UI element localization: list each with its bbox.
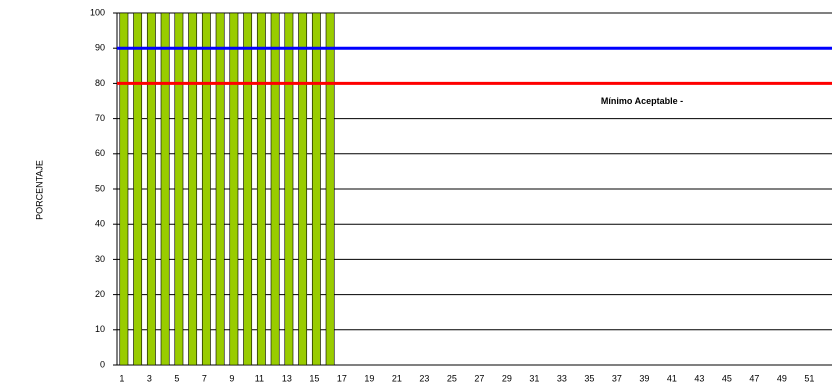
y-tick-label: 10: [95, 324, 105, 334]
bar: [256, 12, 266, 366]
x-tick-label: 33: [557, 373, 567, 383]
x-tick-label: 51: [804, 373, 814, 383]
y-tick-label: 80: [95, 78, 105, 88]
reference-label: Mínimo Aceptable -: [601, 96, 683, 106]
bar: [215, 12, 225, 366]
bar: [201, 12, 211, 366]
x-tick-label: 17: [337, 373, 347, 383]
x-tick-label: 43: [694, 373, 704, 383]
bar: [146, 12, 156, 366]
y-tick-label: 90: [95, 43, 105, 53]
bar: [325, 12, 335, 366]
y-tick-label: 0: [100, 359, 105, 369]
x-tick-label: 39: [639, 373, 649, 383]
x-tick-label: 27: [474, 373, 484, 383]
x-tick-label: 47: [749, 373, 759, 383]
x-tick-label: 1: [119, 373, 124, 383]
x-tick-label: 45: [722, 373, 732, 383]
x-tick-label: 19: [364, 373, 374, 383]
bar: [174, 12, 184, 366]
x-tick-label: 7: [202, 373, 207, 383]
y-tick-label: 20: [95, 289, 105, 299]
bar: [311, 12, 321, 366]
bar: [188, 12, 198, 366]
y-tick-label: 60: [95, 148, 105, 158]
x-tick-label: 11: [255, 373, 264, 383]
y-tick-label: 50: [95, 183, 105, 193]
y-tick-label: 30: [95, 254, 105, 264]
y-tick-label: 70: [95, 113, 105, 123]
bar: [298, 12, 308, 366]
x-tick-label: 9: [229, 373, 234, 383]
bar: [133, 12, 143, 366]
bar: [270, 12, 280, 366]
x-tick-label: 5: [174, 373, 179, 383]
bar: [229, 12, 239, 366]
x-tick-label: 21: [392, 373, 402, 383]
bar: [119, 12, 129, 366]
bar: [284, 12, 294, 366]
bar: [160, 12, 170, 366]
x-tick-label: 3: [147, 373, 152, 383]
x-tick-label: 37: [612, 373, 622, 383]
y-axis-label: PORCENTAJE: [34, 160, 44, 220]
bar: [243, 12, 253, 366]
x-tick-label: 15: [309, 373, 319, 383]
x-tick-label: 25: [447, 373, 457, 383]
x-tick-label: 41: [667, 373, 677, 383]
y-tick-label: 40: [95, 219, 105, 229]
x-tick-label: 49: [777, 373, 787, 383]
x-tick-label: 35: [584, 373, 594, 383]
y-tick-label: 100: [90, 7, 105, 17]
x-tick-label: 29: [502, 373, 512, 383]
x-tick-label: 13: [282, 373, 292, 383]
x-tick-label: 23: [419, 373, 429, 383]
x-tick-label: 31: [529, 373, 539, 383]
